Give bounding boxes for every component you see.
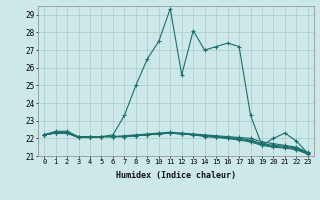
X-axis label: Humidex (Indice chaleur): Humidex (Indice chaleur)	[116, 171, 236, 180]
